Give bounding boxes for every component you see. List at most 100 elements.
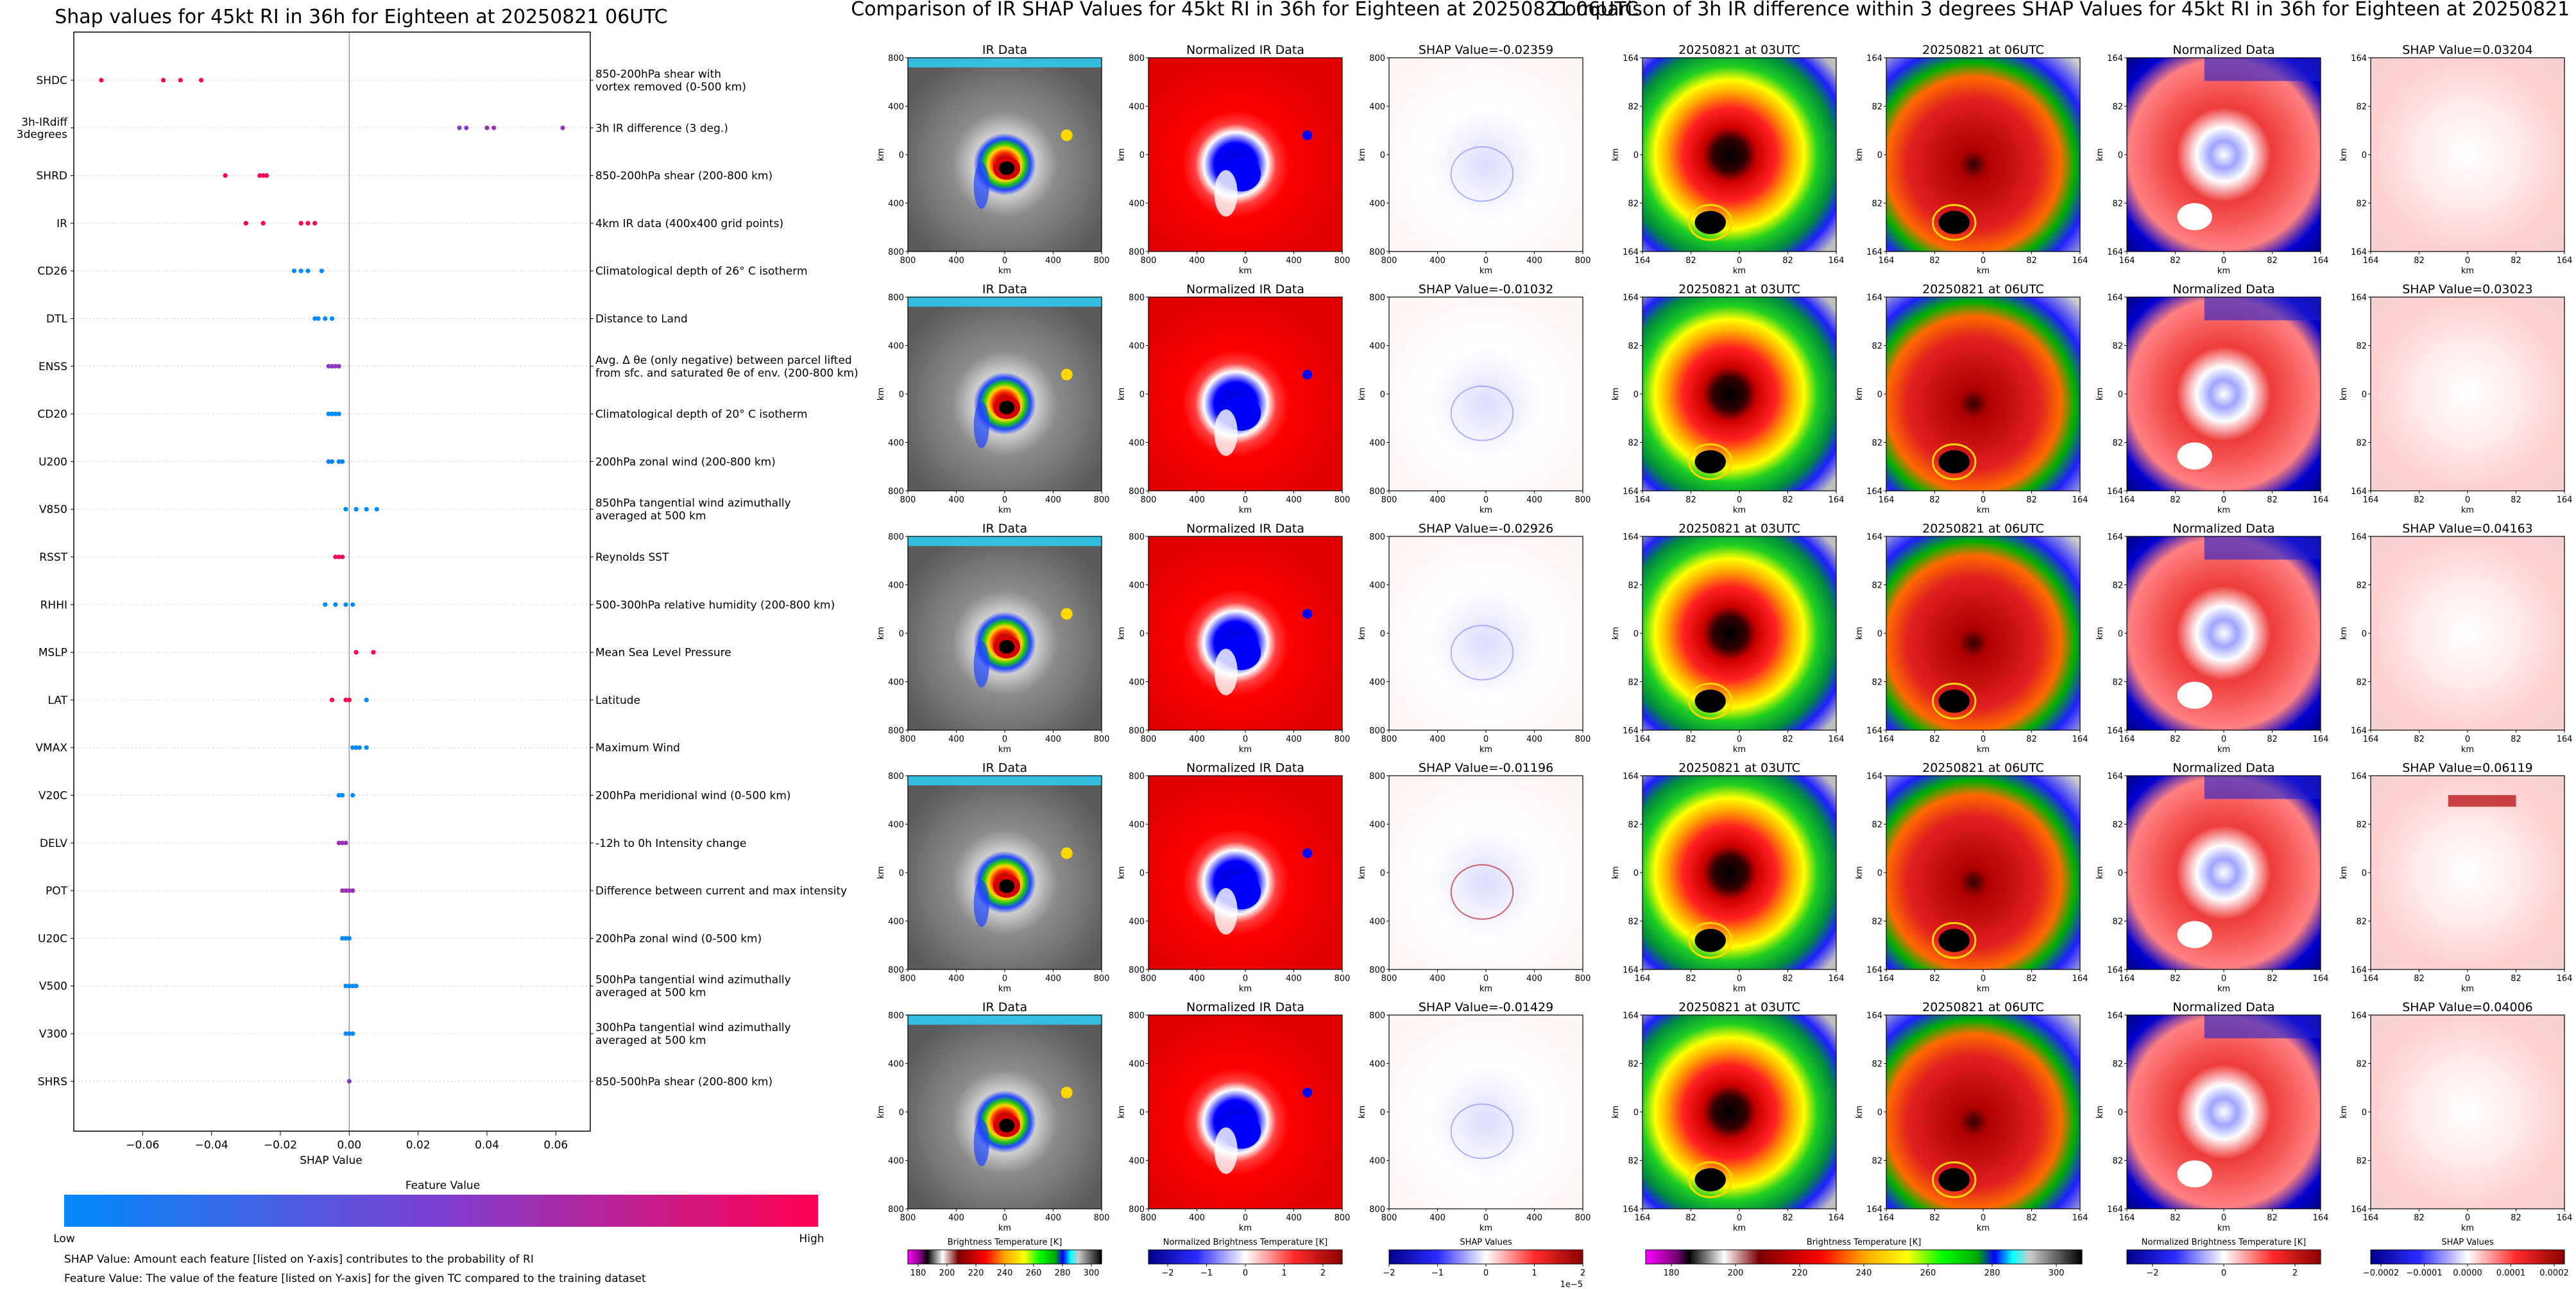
colorbar-tick-label: 200 xyxy=(939,1268,955,1278)
y-tick-label: 164 xyxy=(1866,293,1882,303)
y-tick-label: 164 xyxy=(2107,533,2123,542)
x-tick-label: 164 xyxy=(2557,735,2573,744)
feature-name: U20C xyxy=(38,932,67,945)
y-tick-label: 800 xyxy=(888,772,904,781)
y-tick-label: 400 xyxy=(888,200,904,209)
y-tick-label: 400 xyxy=(1129,1157,1145,1166)
x-tick-label: 164 xyxy=(1635,1213,1651,1223)
x-tick-label: 400 xyxy=(1045,256,1061,266)
x-tick-label: 800 xyxy=(1381,974,1397,984)
heatmap-panel: Normalized IR Data8008004004000040040080… xyxy=(1117,522,1350,755)
x-tick-label: 800 xyxy=(1575,1213,1591,1223)
x-tick-label: 82 xyxy=(1782,1213,1793,1223)
x-tick-label: 0.04 xyxy=(475,1139,499,1152)
feature-description: Reynolds SST xyxy=(595,551,669,564)
x-tick-label: 82 xyxy=(2267,735,2278,744)
feature-description: averaged at 500 km xyxy=(595,987,706,1000)
shap-point xyxy=(364,745,369,750)
colorbar-tick-label: 220 xyxy=(1792,1268,1808,1278)
y-tick-label: 400 xyxy=(1369,1157,1385,1166)
shap-point xyxy=(336,841,341,846)
shap-point xyxy=(323,602,328,607)
shap-point xyxy=(291,268,297,273)
y-tick-label: 0 xyxy=(2118,1108,2123,1118)
x-tick-label: 0 xyxy=(1243,495,1248,505)
colorbar-tick-label: 0 xyxy=(2221,1268,2226,1278)
y-tick-label: 82 xyxy=(1872,342,1882,352)
x-tick-label: 400 xyxy=(1526,256,1542,266)
feature-description: 850hPa tangential wind azimuthally xyxy=(595,497,791,510)
y-tick-label: 164 xyxy=(2107,772,2123,781)
x-tick-label: 0 xyxy=(1243,1213,1248,1223)
colorbar-tick-label: 180 xyxy=(1664,1268,1680,1278)
x-tick-label: 0 xyxy=(1243,256,1248,266)
x-tick-label: 82 xyxy=(1782,495,1793,505)
shap-point xyxy=(336,459,341,465)
shap-point xyxy=(491,125,497,130)
x-tick-label: 800 xyxy=(1575,495,1591,505)
shap-point xyxy=(260,173,266,178)
x-tick-label: 0 xyxy=(1483,1213,1488,1223)
x-tick-label: 800 xyxy=(1094,1213,1110,1223)
y-tick-label: 800 xyxy=(1369,1011,1385,1021)
x-tick-label: 164 xyxy=(2119,495,2135,505)
heatmap-panel: Normalized IR Data8008004004000040040080… xyxy=(1117,282,1350,515)
x-tick-label: 400 xyxy=(1286,495,1302,505)
x-tick-label: 400 xyxy=(948,495,964,505)
x-tick-label: 164 xyxy=(1635,495,1651,505)
shap-point xyxy=(223,173,228,178)
y-tick-label: 400 xyxy=(888,342,904,352)
y-tick-label: 82 xyxy=(2356,200,2367,209)
y-tick-label: 82 xyxy=(2356,103,2367,112)
y-axis-label: km xyxy=(1855,866,1864,879)
y-tick-label: 0 xyxy=(1380,869,1385,878)
panel-title: SHAP Value=0.04006 xyxy=(2402,1000,2533,1014)
colorbar xyxy=(1645,1249,2083,1265)
x-tick-label: 800 xyxy=(1094,974,1110,984)
shap-point xyxy=(178,78,183,83)
image-fill xyxy=(1642,536,1836,730)
x-tick-label: 0 xyxy=(1981,256,1986,266)
shap-point xyxy=(329,364,335,369)
colorbar xyxy=(1148,1249,1343,1265)
footnote-feature-value: Feature Value: The value of the feature … xyxy=(64,1272,646,1285)
x-tick-label: 0 xyxy=(2221,256,2226,266)
y-tick-label: 800 xyxy=(1369,772,1385,781)
x-tick-label: 0 xyxy=(2221,495,2226,505)
panel-title: 20250821 at 06UTC xyxy=(1922,1000,2044,1014)
y-tick-label: 0 xyxy=(1633,151,1639,160)
heatmap-panel: 20250821 at 03UTC1641648282008282164164k… xyxy=(1611,761,1844,994)
x-tick-label: 82 xyxy=(1685,256,1696,266)
heatmap-panel: 20250821 at 03UTC1641648282008282164164k… xyxy=(1611,1000,1844,1233)
x-tick-label: 0 xyxy=(1737,256,1742,266)
x-axis-label: km xyxy=(1239,984,1252,994)
x-axis-label: km xyxy=(1239,1224,1252,1233)
shap-point xyxy=(346,1079,352,1084)
y-tick-label: 800 xyxy=(1129,54,1145,64)
y-tick-label: 0 xyxy=(2362,869,2367,878)
y-tick-label: 164 xyxy=(2107,54,2123,64)
y-tick-label: 400 xyxy=(1129,678,1145,688)
y-tick-label: 0 xyxy=(1380,390,1385,400)
x-tick-label: 0 xyxy=(2221,735,2226,744)
x-tick-label: 0 xyxy=(1737,974,1742,984)
shap-point xyxy=(343,507,348,512)
y-tick-label: 0 xyxy=(1380,629,1385,639)
x-axis-label: km xyxy=(1733,745,1746,755)
panel-title: Normalized IR Data xyxy=(1186,522,1304,536)
y-axis-label: km xyxy=(876,388,886,400)
x-tick-label: 400 xyxy=(1189,1213,1205,1223)
y-tick-label: 82 xyxy=(2112,342,2123,352)
y-tick-label: 0 xyxy=(1877,151,1882,160)
x-tick-label: 164 xyxy=(2313,1213,2329,1223)
y-axis-label: km xyxy=(1117,627,1127,640)
x-tick-label: 82 xyxy=(2511,735,2521,744)
panel-title: SHAP Value=-0.01196 xyxy=(1419,761,1553,775)
feature-description: Difference between current and max inten… xyxy=(595,885,847,898)
x-tick-label: 164 xyxy=(1879,1213,1895,1223)
y-axis-label: km xyxy=(1117,866,1127,879)
x-tick-label: 800 xyxy=(1335,735,1351,744)
feature-description: Maximum Wind xyxy=(595,742,680,755)
